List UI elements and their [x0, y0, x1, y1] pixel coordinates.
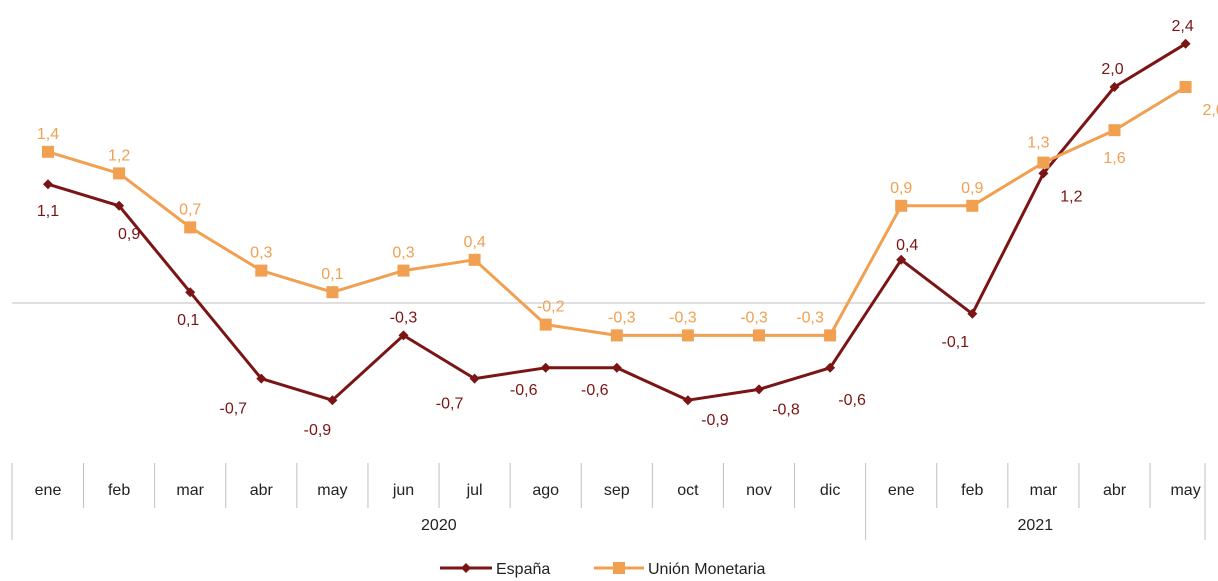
legend: España Unión Monetaria — [440, 561, 766, 578]
data-point-union-monetaria — [113, 167, 126, 180]
data-point-espana — [327, 395, 338, 406]
data-point-union-monetaria — [539, 318, 552, 331]
data-point-union-monetaria — [824, 329, 837, 342]
data-point-union-monetaria — [397, 264, 410, 277]
x-tick-label: abr — [1103, 482, 1127, 499]
data-label-union-monetaria: 0,3 — [250, 245, 272, 262]
data-point-union-monetaria — [42, 145, 54, 158]
data-label-union-monetaria: -0,3 — [669, 309, 697, 326]
data-point-union-monetaria — [1179, 81, 1192, 93]
data-point-union-monetaria — [681, 329, 694, 342]
data-point-union-monetaria — [184, 221, 197, 234]
data-point-espana — [825, 362, 836, 373]
data-label-espana: -0,3 — [390, 309, 418, 326]
data-label-espana: -0,9 — [701, 412, 729, 429]
data-label-espana: 1,1 — [37, 203, 59, 220]
data-point-espana — [682, 395, 693, 406]
x-tick-label: feb — [961, 482, 983, 499]
data-label-union-monetaria: 0,7 — [179, 201, 201, 218]
data-label-espana: -0,7 — [436, 396, 464, 413]
x-tick-label: may — [317, 482, 347, 499]
data-label-union-monetaria: 0,3 — [392, 245, 414, 262]
data-point-union-monetaria — [1037, 156, 1050, 169]
axis-layer: ene feb mar abr may jun jul ago sep oct nov dic ene f… — [11, 302, 1206, 540]
series-line-union-monetaria — [47, 85, 1187, 337]
data-point-union-monetaria — [895, 199, 908, 212]
data-label-espana: -0,6 — [581, 382, 609, 399]
data-point-union-monetaria — [326, 286, 339, 299]
legend-label-espana: España — [496, 561, 550, 578]
x-tick-label: jun — [392, 482, 414, 499]
data-label-espana: 2,4 — [1171, 18, 1193, 35]
data-label-espana: 0,9 — [118, 226, 140, 243]
year-label: 2021 — [1018, 517, 1054, 534]
data-label-union-monetaria: -0,3 — [796, 309, 824, 326]
data-point-espana — [1038, 168, 1049, 179]
data-point-espana — [43, 179, 53, 190]
data-point-espana — [114, 200, 125, 211]
x-tick-label: feb — [108, 482, 130, 499]
data-label-espana: -0,1 — [942, 334, 970, 351]
data-label-union-monetaria: 2,0 — [1202, 102, 1218, 119]
data-point-espana — [398, 330, 409, 341]
data-label-union-monetaria: 0,4 — [463, 234, 485, 251]
x-tick-label: dic — [820, 482, 840, 499]
data-point-espana — [896, 254, 907, 265]
data-point-union-monetaria — [255, 264, 268, 277]
data-label-espana: -0,6 — [838, 392, 866, 409]
data-label-layer: 1,1 0,9 0,1 -0,7 -0,9 -0,3 -0,7 -0,6 -0,6 -0,9 -0,… — [37, 18, 1218, 439]
legend-label-union-monetaria: Unión Monetaria — [648, 561, 766, 578]
x-tick-label: mar — [1030, 482, 1058, 499]
x-tick-label: nov — [746, 482, 772, 499]
data-point-espana — [185, 287, 196, 298]
data-point-union-monetaria — [966, 199, 979, 212]
data-point-espana — [967, 308, 978, 319]
data-label-union-monetaria: 1,3 — [1027, 135, 1049, 152]
data-label-union-monetaria: -0,3 — [740, 309, 768, 326]
x-tick-label: may — [1170, 482, 1200, 499]
series-layer — [42, 38, 1192, 406]
data-label-union-monetaria: 1,4 — [37, 126, 59, 143]
data-label-espana: -0,6 — [510, 382, 538, 399]
x-tick-label: abr — [250, 482, 274, 499]
data-label-espana: 0,1 — [177, 312, 199, 329]
data-label-espana: 1,2 — [1060, 188, 1082, 205]
data-label-espana: -0,8 — [772, 401, 800, 418]
data-label-union-monetaria: 0,9 — [961, 180, 983, 197]
data-point-espana — [256, 373, 267, 384]
data-label-espana: 0,4 — [896, 237, 918, 254]
data-point-union-monetaria — [1108, 124, 1121, 137]
series-line-espana — [47, 42, 1187, 402]
data-label-union-monetaria: -0,2 — [537, 299, 565, 316]
data-point-espana — [540, 362, 551, 373]
data-point-espana — [754, 384, 764, 395]
data-point-espana — [1180, 38, 1191, 49]
x-tick-label: jul — [466, 482, 483, 499]
x-tick-label: ago — [532, 482, 559, 499]
data-label-union-monetaria: 0,9 — [890, 180, 912, 197]
data-label-espana: -0,7 — [220, 401, 248, 418]
data-label-espana: -0,9 — [304, 422, 332, 439]
year-label: 2020 — [421, 517, 457, 534]
data-point-union-monetaria — [753, 329, 765, 342]
x-tick-label: oct — [677, 482, 699, 499]
data-point-espana — [1109, 82, 1120, 92]
data-point-espana — [611, 362, 622, 373]
legend-marker-espana — [461, 563, 471, 573]
data-point-union-monetaria — [468, 253, 481, 266]
x-tick-label: mar — [176, 482, 204, 499]
x-tick-label: ene — [35, 482, 62, 499]
data-label-union-monetaria: 1,6 — [1103, 150, 1125, 167]
data-label-espana: 2,0 — [1101, 61, 1123, 78]
data-label-union-monetaria: -0,3 — [608, 309, 636, 326]
legend-marker-union-monetaria — [613, 562, 625, 574]
x-tick-label: sep — [604, 482, 630, 499]
x-tick-label: ene — [888, 482, 915, 499]
data-point-espana — [469, 373, 480, 384]
data-point-union-monetaria — [610, 329, 623, 342]
data-label-union-monetaria: 0,1 — [321, 266, 343, 283]
data-label-union-monetaria: 1,2 — [108, 147, 130, 164]
